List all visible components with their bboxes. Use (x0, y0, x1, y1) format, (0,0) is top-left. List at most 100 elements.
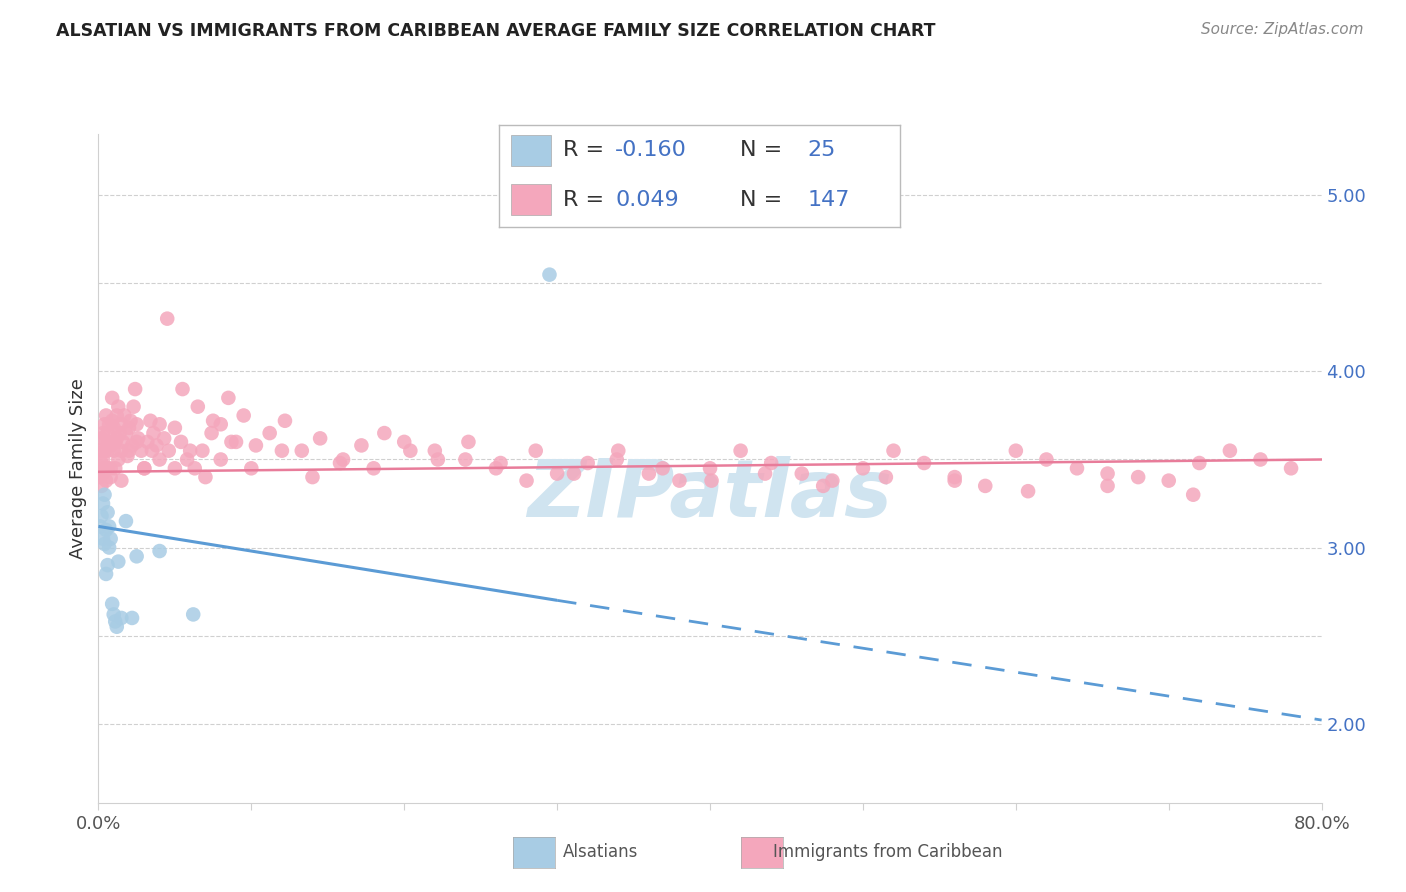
Point (110, 417, 132, 432)
Bar (512, 136, 551, 166)
Point (115, 426, 138, 441)
Point (111, 434, 134, 449)
Point (259, 426, 281, 441)
Point (94, 474, 117, 488)
Point (1097, 467, 1119, 481)
Point (101, 414, 124, 428)
Point (101, 391, 124, 405)
Point (105, 409, 128, 423)
Point (90, 456, 112, 470)
Point (134, 461, 156, 475)
Point (221, 434, 243, 449)
Point (363, 461, 385, 475)
Point (489, 456, 512, 470)
Y-axis label: Average Family Size: Average Family Size (69, 378, 87, 558)
Point (245, 438, 267, 452)
Point (181, 607, 204, 622)
Point (129, 443, 152, 458)
Point (149, 452, 172, 467)
Point (179, 443, 201, 458)
Text: Alsatians: Alsatians (562, 843, 638, 861)
Point (125, 417, 148, 432)
Point (98, 519, 121, 533)
Point (1066, 461, 1088, 475)
Point (637, 467, 661, 481)
Point (606, 452, 628, 467)
Point (145, 438, 167, 452)
Point (100, 470, 122, 484)
Point (240, 461, 263, 475)
Point (98, 417, 121, 432)
Point (122, 400, 145, 414)
Point (115, 514, 138, 528)
Point (108, 426, 131, 441)
Point (142, 426, 165, 441)
Point (454, 452, 477, 467)
Point (121, 438, 143, 452)
Text: ALSATIAN VS IMMIGRANTS FROM CARIBBEAN AVERAGE FAMILY SIZE CORRELATION CHART: ALSATIAN VS IMMIGRANTS FROM CARIBBEAN AV… (56, 22, 936, 40)
Point (94, 409, 117, 423)
Point (107, 555, 129, 569)
Text: -0.160: -0.160 (616, 140, 688, 160)
Point (301, 470, 323, 484)
Point (110, 474, 132, 488)
Point (89, 470, 111, 484)
Point (291, 443, 314, 458)
Point (457, 434, 479, 449)
Point (668, 474, 690, 488)
Point (1249, 452, 1271, 467)
Point (101, 597, 124, 611)
Point (1017, 484, 1039, 499)
Point (98, 541, 121, 555)
Point (943, 474, 966, 488)
Point (373, 426, 395, 441)
Point (194, 470, 217, 484)
Point (89, 443, 111, 458)
Point (699, 461, 721, 475)
Point (134, 461, 156, 475)
Point (139, 414, 162, 428)
Point (90, 508, 112, 523)
Text: N =: N = (740, 190, 789, 210)
Point (1188, 456, 1211, 470)
Point (93, 537, 115, 551)
Point (426, 452, 449, 467)
Point (309, 431, 332, 445)
Point (93, 443, 115, 458)
Point (105, 431, 128, 445)
Point (100, 461, 122, 475)
Point (170, 434, 193, 449)
Text: ZIPatlas: ZIPatlas (527, 456, 893, 534)
Point (332, 452, 354, 467)
Point (200, 426, 222, 441)
Point (91, 467, 114, 481)
Text: 25: 25 (807, 140, 837, 160)
Point (790, 467, 813, 481)
Point (172, 382, 194, 396)
Point (754, 467, 776, 481)
Point (118, 443, 141, 458)
Point (107, 400, 129, 414)
Point (112, 409, 135, 423)
Point (93, 417, 115, 432)
Point (104, 461, 127, 475)
Point (121, 611, 143, 625)
Point (104, 615, 127, 629)
Point (118, 421, 141, 435)
Point (187, 400, 209, 414)
Point (103, 607, 125, 622)
Point (329, 456, 352, 470)
Point (811, 479, 834, 493)
Point (217, 391, 239, 405)
Point (91, 452, 114, 467)
Point (225, 434, 247, 449)
Point (191, 443, 214, 458)
Point (651, 461, 673, 475)
Point (97, 443, 120, 458)
Point (852, 461, 875, 475)
Point (97, 426, 120, 441)
Point (94, 434, 117, 449)
Point (423, 443, 446, 458)
Bar (512, 185, 551, 215)
Point (1004, 443, 1026, 458)
